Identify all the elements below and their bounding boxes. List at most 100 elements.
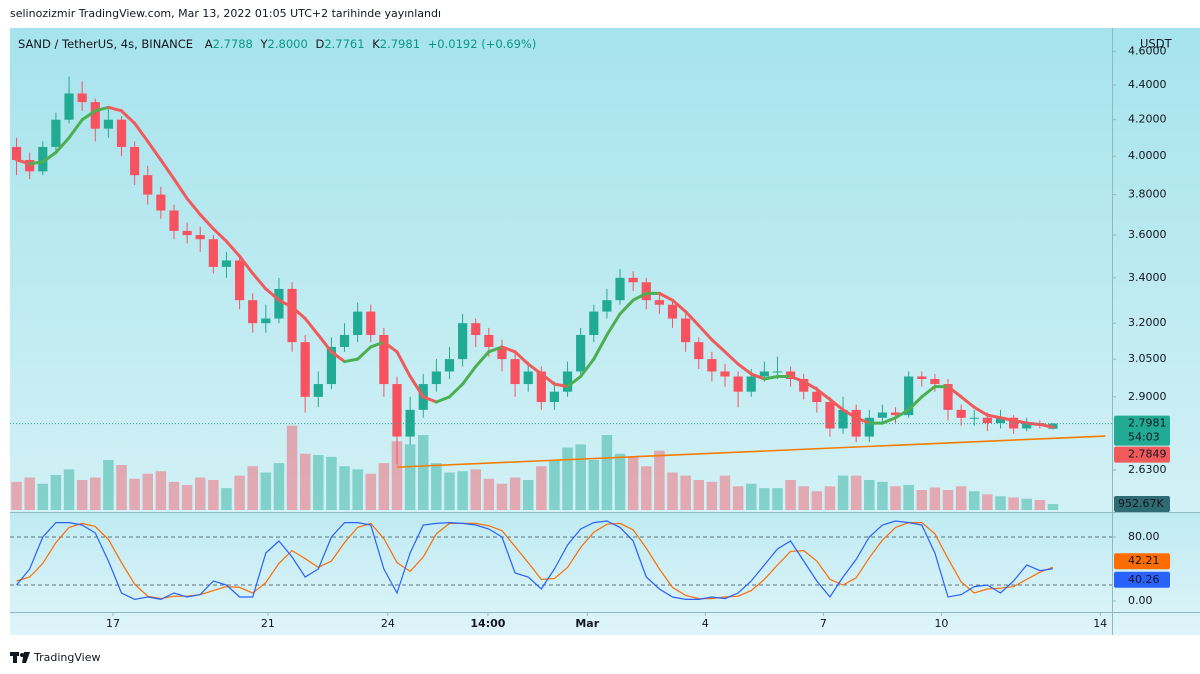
volume-bar <box>995 496 1006 510</box>
moving-average <box>54 136 71 154</box>
moving-average <box>762 374 779 381</box>
stoch-tick-label: 80.00 <box>1128 530 1160 543</box>
x-tick-label: 7 <box>820 617 827 630</box>
moving-average <box>880 416 898 425</box>
candle-body <box>458 323 468 360</box>
moving-average <box>211 227 228 243</box>
moving-average <box>841 408 858 420</box>
candle-body <box>812 391 822 403</box>
volume-bar <box>798 486 809 510</box>
y-tick-label: 3.0500 <box>1128 352 1167 365</box>
candle-body <box>589 311 599 335</box>
moving-average <box>316 333 333 354</box>
moving-average <box>513 350 530 366</box>
volume-bar <box>680 475 691 510</box>
stoch-d-line <box>16 521 1054 600</box>
candle-body <box>628 277 638 283</box>
candle-body <box>11 146 22 160</box>
candle-body <box>602 300 612 312</box>
candle-body <box>904 376 914 416</box>
volume-bar <box>352 469 363 510</box>
candle-body <box>234 260 245 301</box>
candle-body <box>523 371 533 385</box>
candle-body <box>641 282 651 301</box>
volume-bar <box>457 471 468 510</box>
moving-average <box>369 340 386 349</box>
candle-body <box>720 371 730 377</box>
candle-body <box>313 384 323 397</box>
moving-average <box>146 139 163 162</box>
moving-average <box>120 109 137 125</box>
volume-bar <box>693 480 704 510</box>
moving-average <box>539 372 556 386</box>
moving-average <box>28 160 45 166</box>
candle-body <box>77 93 87 103</box>
moving-average <box>972 405 989 417</box>
stoch-k-label: 40.26 <box>1128 573 1160 586</box>
moving-average <box>395 350 412 378</box>
volume-bar <box>431 463 442 510</box>
candle-body <box>956 409 966 418</box>
candle-body <box>116 119 127 147</box>
candle-body <box>746 376 756 392</box>
candle-body <box>248 300 258 324</box>
candle-body <box>274 288 284 319</box>
moving-average <box>566 374 583 389</box>
volume-bar <box>326 456 337 510</box>
stoch-d-label: 42.21 <box>1128 554 1160 567</box>
x-tick-label: 21 <box>261 617 275 630</box>
price-label: 2.7981 <box>1128 417 1167 430</box>
candle-body <box>195 235 205 240</box>
volume-bar <box>601 435 613 510</box>
volume-bar <box>982 494 993 510</box>
x-tick-label: 4 <box>702 617 709 630</box>
candle-body <box>549 391 560 403</box>
volume-bar <box>824 486 836 510</box>
candle-body <box>90 102 100 129</box>
candle-body <box>497 346 507 360</box>
legend-value: 2.7788 <box>213 37 253 51</box>
moving-average <box>723 350 740 366</box>
moving-average <box>998 416 1016 422</box>
moving-average <box>671 298 688 314</box>
candle-body <box>733 376 743 392</box>
price-label-box <box>1114 415 1170 446</box>
candle-body <box>64 93 74 120</box>
candle-body <box>156 194 166 211</box>
moving-average <box>356 345 373 361</box>
volume-bar <box>103 460 114 510</box>
legend-value: 2.8000 <box>268 37 308 51</box>
moving-average <box>290 305 307 321</box>
moving-average <box>343 357 360 364</box>
volume-bar <box>654 450 665 510</box>
volume-bar <box>706 481 718 510</box>
header-text: selinozizmir TradingView.com, Mar 13, 20… <box>10 7 441 20</box>
volume-bar <box>339 466 350 510</box>
moving-average <box>631 291 648 302</box>
candle-body <box>392 384 402 437</box>
candle-body <box>667 304 678 319</box>
moving-average <box>552 382 570 389</box>
volume-bar <box>837 475 849 510</box>
volume-bar <box>234 475 245 510</box>
ma-label-box <box>1114 446 1170 463</box>
candle-body <box>444 359 455 372</box>
candle-body <box>838 409 848 429</box>
legend-key: D <box>315 37 324 51</box>
y-tick-label: 2.6300 <box>1128 463 1167 476</box>
candle-body <box>300 342 310 397</box>
candle-body <box>536 371 546 403</box>
candle-body <box>890 412 901 416</box>
volume-bar <box>470 469 481 510</box>
moving-average <box>789 374 806 384</box>
moving-average <box>959 395 976 409</box>
volume-bar <box>1008 497 1019 510</box>
volume-bar <box>208 480 219 510</box>
y-tick-label: 2.9000 <box>1128 390 1167 403</box>
volume-bar <box>286 425 298 510</box>
x-tick-label: 14 <box>1093 617 1107 630</box>
volume-bar <box>1034 500 1046 510</box>
volume-bar <box>903 485 914 510</box>
volume-bar <box>641 466 652 510</box>
x-tick-label: 14:00 <box>470 617 505 630</box>
